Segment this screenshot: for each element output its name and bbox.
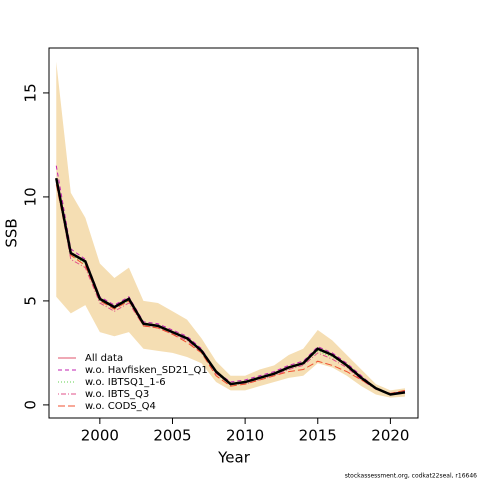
- x-tick-label: 2015: [299, 427, 337, 445]
- y-tick-label: 0: [22, 400, 40, 410]
- x-tick-label: 2020: [371, 427, 409, 445]
- x-tick-label: 2005: [153, 427, 191, 445]
- y-tick-label: 15: [22, 83, 40, 102]
- y-tick-label: 5: [22, 296, 40, 306]
- legend-label: w.o. IBTS_Q3: [85, 389, 149, 400]
- legend-label: w.o. Havfisken_SD21_Q1: [85, 365, 208, 376]
- legend-label: All data: [85, 353, 123, 364]
- x-tick-label: 2000: [81, 427, 119, 445]
- plot-frame: [48, 47, 419, 419]
- series-line: [55, 177, 406, 396]
- legend-label: w.o. CODS_Q4: [85, 401, 156, 412]
- series-line: [55, 184, 406, 394]
- series-line: [55, 165, 405, 394]
- y-axis-label: SSB: [3, 218, 21, 247]
- confidence-band: [56, 61, 405, 398]
- y-tick-label: 10: [22, 187, 40, 206]
- footer: stockassessment.org, codkat22seal, r1664…: [345, 473, 477, 480]
- series-line: [55, 182, 405, 396]
- x-tick-label: 2010: [226, 427, 264, 445]
- legend-label: w.o. IBTSQ1_1-6: [85, 377, 166, 388]
- x-axis-label: Year: [217, 449, 251, 467]
